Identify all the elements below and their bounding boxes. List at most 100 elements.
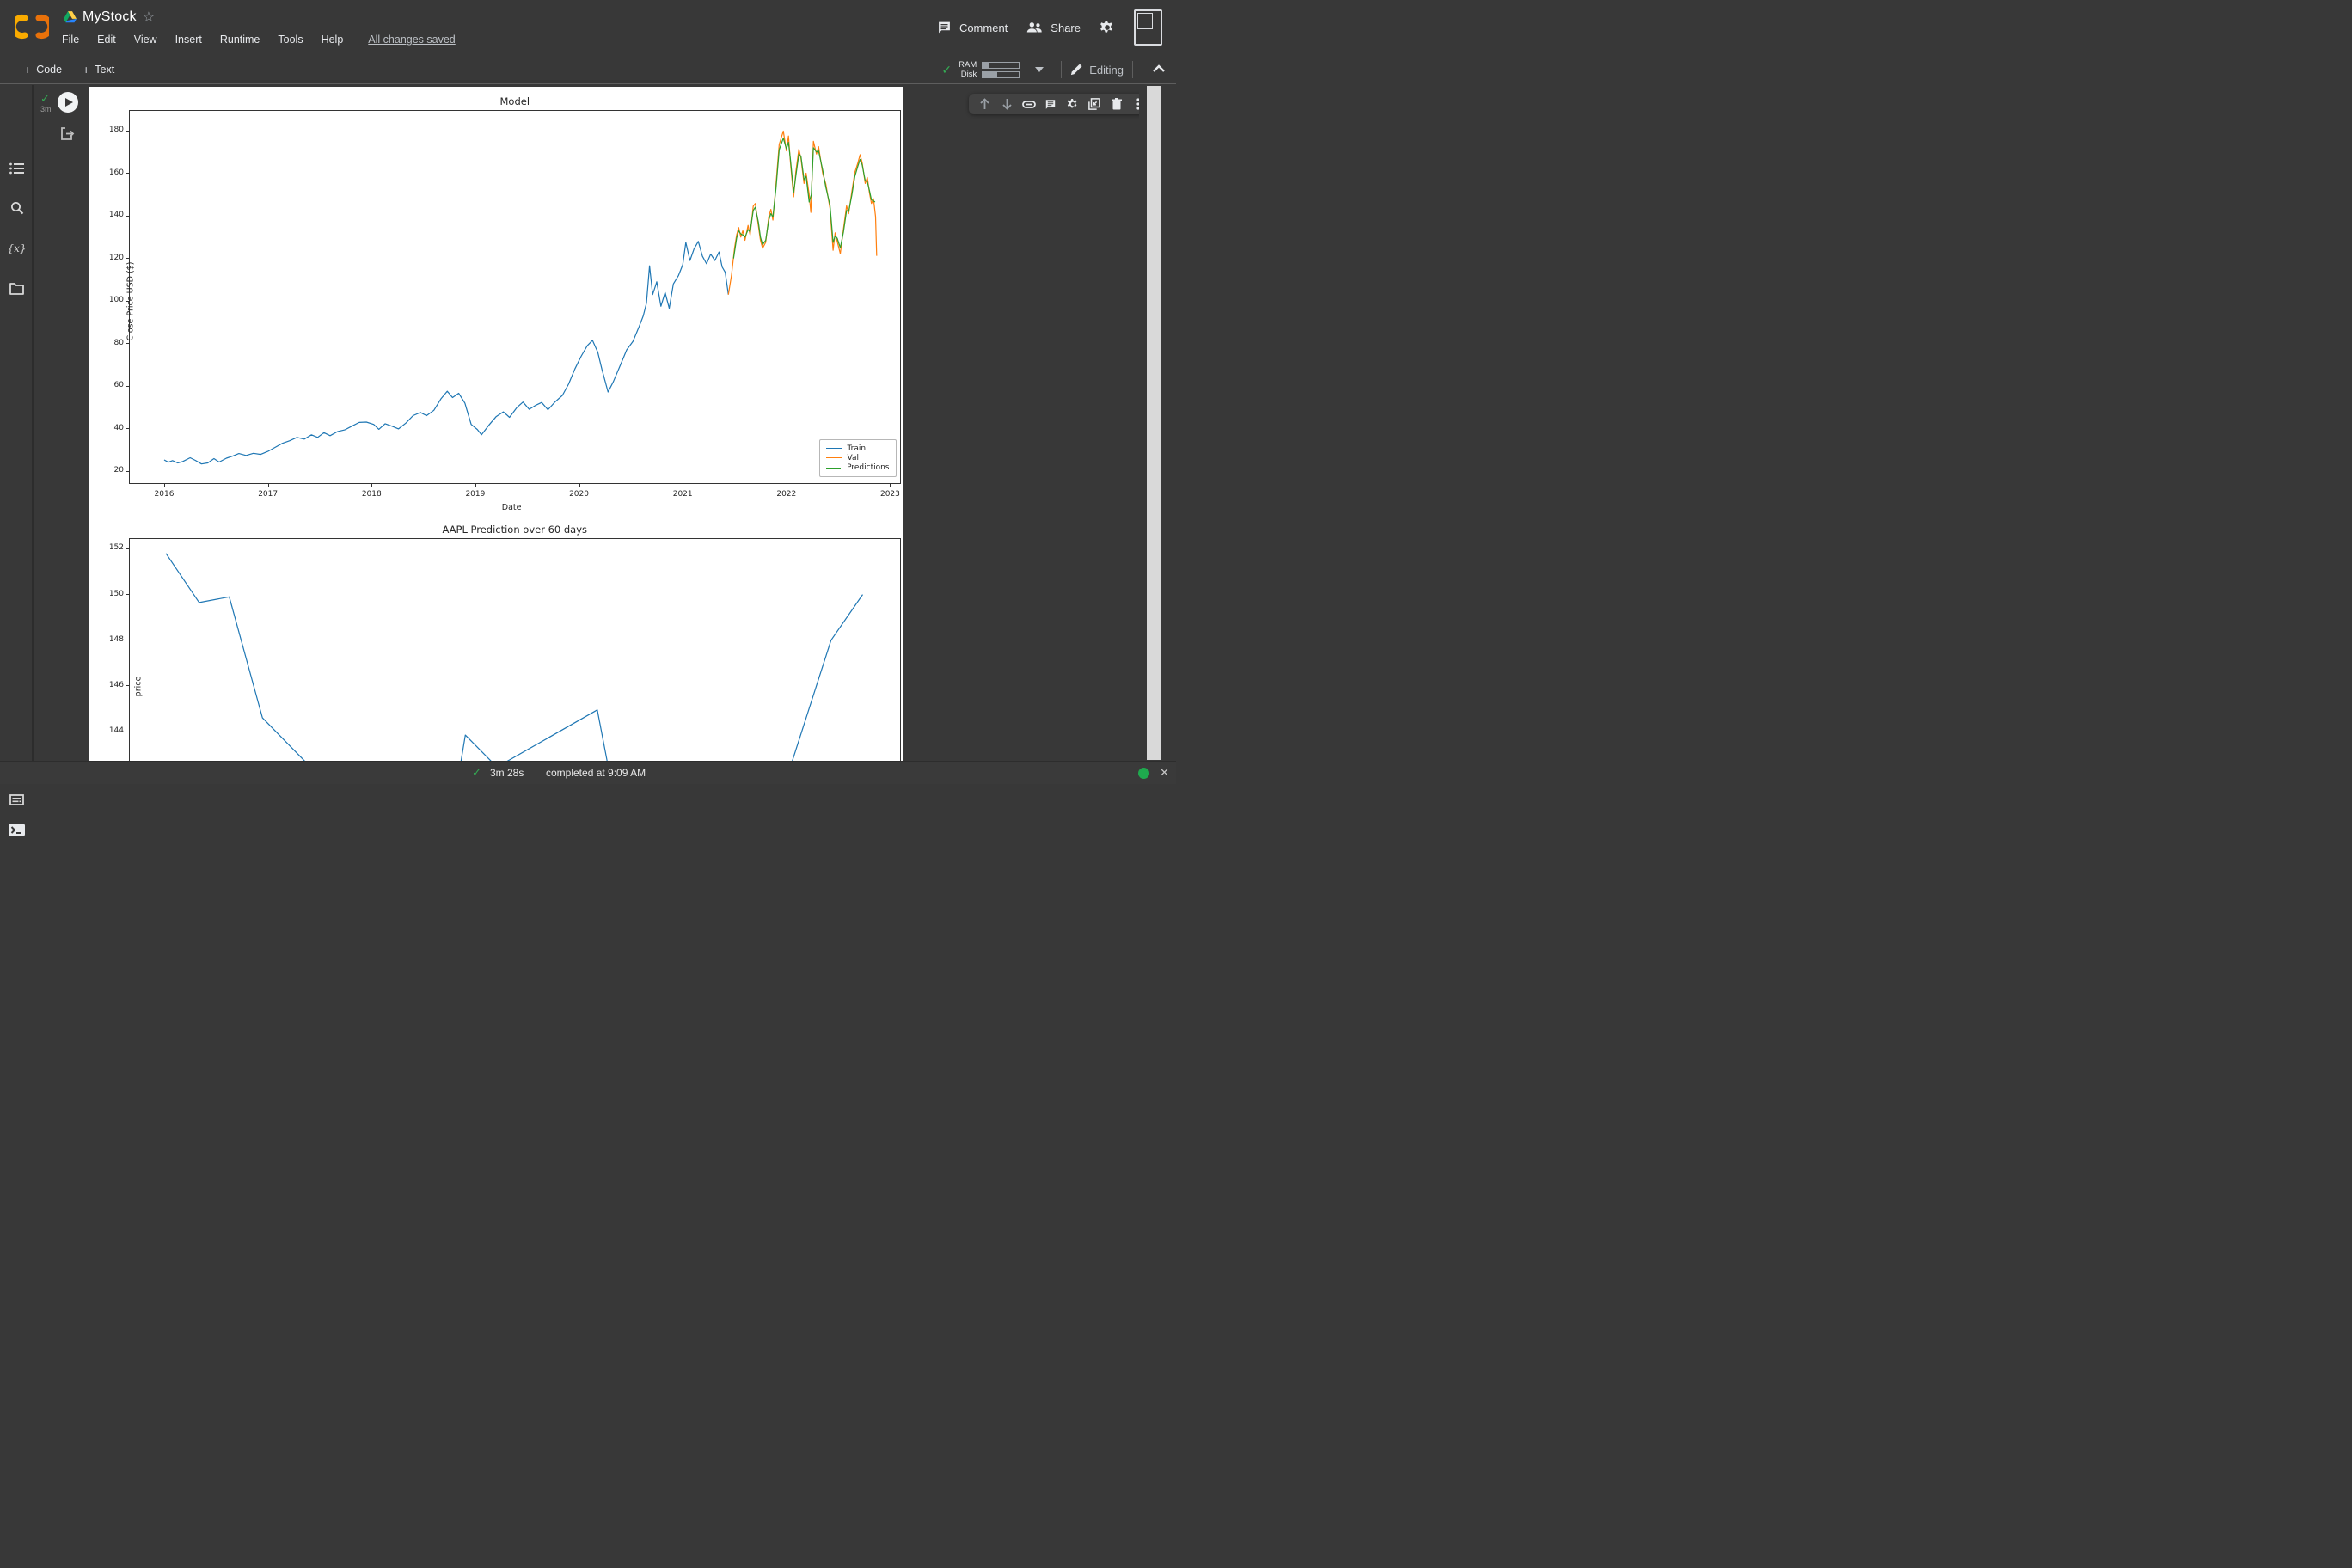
y-tick-label: 144: [108, 726, 124, 736]
y-tick-label: 40: [113, 423, 124, 432]
menu-bar: File Edit View Insert Runtime Tools Help All ch…: [62, 34, 456, 46]
divider: [1132, 61, 1133, 78]
table-of-contents-icon[interactable]: [0, 157, 34, 180]
colab-app: MyStock ☆ File Edit View Insert Runtime Tools…: [0, 0, 1176, 836]
resource-meters[interactable]: [982, 61, 1020, 78]
legend-entry: Predictions: [825, 463, 890, 473]
pencil-icon: [1071, 64, 1082, 76]
add-comment-icon[interactable]: [1043, 96, 1058, 112]
run-cell-button[interactable]: [58, 92, 78, 113]
axes-frame: [129, 537, 901, 763]
close-status-bar-icon[interactable]: ✕: [1160, 766, 1169, 779]
x-tick-label: 2018: [361, 490, 382, 499]
y-tick-mark: [126, 428, 129, 430]
plot-area: [163, 130, 878, 464]
editing-mode-button[interactable]: Editing: [1070, 64, 1124, 77]
plus-icon: +: [83, 63, 90, 77]
add-text-button[interactable]: + Text: [83, 63, 114, 77]
y-tick-label: 20: [113, 466, 124, 475]
copy-link-to-cell-icon[interactable]: [1021, 96, 1037, 112]
profile-avatar[interactable]: [1134, 9, 1162, 46]
move-cell-up-icon[interactable]: [977, 96, 993, 112]
share-button[interactable]: Share: [1026, 21, 1081, 34]
share-label: Share: [1050, 21, 1081, 34]
y-tick-mark: [126, 385, 129, 387]
add-text-label: Text: [95, 64, 115, 76]
cell-gutter: ✓ 3m: [35, 85, 89, 761]
menu-item-file[interactable]: File: [62, 34, 80, 46]
y-tick-mark: [126, 685, 129, 687]
notebook-content: {x} ✓ 3m Model 20 40 60 80 100 120 140 160 180 201…: [0, 85, 1176, 836]
comment-label: Comment: [959, 21, 1008, 34]
avatar-placeholder-square: [1137, 13, 1153, 29]
cell-exec-time: 3m: [40, 105, 52, 113]
menu-item-runtime[interactable]: Runtime: [219, 34, 260, 46]
ram-meter: [982, 61, 1020, 69]
menu-item-view[interactable]: View: [133, 34, 157, 46]
command-palette-icon[interactable]: [0, 788, 34, 811]
x-tick-mark: [579, 483, 580, 487]
x-tick-label: 2017: [258, 490, 279, 499]
completion-message: completed at 9:09 AM: [546, 767, 646, 779]
plot-area: [165, 552, 863, 763]
scrollbar-thumb[interactable]: [1147, 86, 1161, 760]
legend-label: Train: [847, 444, 867, 453]
y-tick-label: 146: [108, 680, 124, 689]
y-tick-label: 148: [108, 634, 124, 644]
mirror-cell-in-tab-icon[interactable]: [1087, 96, 1102, 112]
move-cell-down-icon[interactable]: [999, 96, 1014, 112]
add-code-button[interactable]: + Code: [24, 63, 62, 77]
menu-item-help[interactable]: Help: [321, 34, 344, 46]
status-bar: ✓ 3m 28s completed at 9:09 AM ✕: [0, 761, 1176, 784]
y-tick-label: 120: [108, 253, 124, 262]
settings-gear-icon[interactable]: [1099, 20, 1115, 35]
legend-swatch: [825, 448, 842, 450]
files-folder-icon[interactable]: [0, 278, 34, 300]
editing-label: Editing: [1089, 63, 1124, 77]
variables-icon[interactable]: {x}: [7, 242, 27, 254]
series-val: [727, 130, 878, 295]
kernel-status-dot: [1138, 768, 1149, 779]
series-predictions: [732, 137, 876, 259]
x-tick-mark: [267, 483, 269, 487]
x-tick-label: 2019: [465, 490, 486, 499]
x-tick-label: 2023: [879, 490, 900, 499]
star-icon[interactable]: ☆: [142, 10, 156, 25]
disk-label: Disk: [960, 70, 977, 79]
cell-settings-gear-icon[interactable]: [1065, 96, 1081, 112]
colab-logo-icon[interactable]: [9, 11, 54, 42]
y-tick-mark: [126, 215, 129, 217]
series-price: [165, 552, 863, 763]
share-people-icon: [1026, 21, 1043, 34]
legend-swatch: [825, 457, 842, 459]
menu-item-tools[interactable]: Tools: [278, 34, 303, 46]
search-icon[interactable]: [0, 197, 34, 219]
save-status[interactable]: All changes saved: [368, 34, 456, 46]
open-output-in-tab-icon[interactable]: [60, 126, 75, 145]
y-tick-label: 60: [113, 381, 124, 390]
ram-label: RAM: [959, 60, 977, 70]
cell-success-check-icon: ✓: [40, 92, 50, 105]
cell-toolbar: [969, 94, 1155, 114]
collapse-header-chevron-icon[interactable]: [1152, 62, 1166, 77]
document-title[interactable]: MyStock: [83, 9, 137, 24]
plus-icon: +: [24, 63, 32, 77]
menu-item-insert[interactable]: Insert: [175, 34, 202, 46]
x-tick-label: 2022: [776, 490, 797, 499]
disk-meter: [982, 70, 1020, 78]
y-tick-label: 160: [108, 168, 124, 177]
delete-cell-trash-icon[interactable]: [1109, 96, 1124, 112]
x-tick-mark: [475, 483, 476, 487]
legend-entry: Val: [825, 453, 890, 462]
chart-title: AAPL Prediction over 60 days: [442, 524, 588, 536]
comment-icon: [937, 21, 952, 34]
y-tick-mark: [126, 130, 129, 132]
comment-button[interactable]: Comment: [937, 21, 1008, 34]
axes-frame: [129, 109, 901, 484]
y-tick-mark: [126, 470, 129, 472]
menu-item-edit[interactable]: Edit: [97, 34, 116, 46]
header-actions: Comment Share: [937, 0, 1162, 55]
status-success-check-icon: ✓: [472, 766, 481, 779]
resources-dropdown-caret[interactable]: [1035, 67, 1044, 72]
terminal-icon[interactable]: [0, 818, 34, 841]
